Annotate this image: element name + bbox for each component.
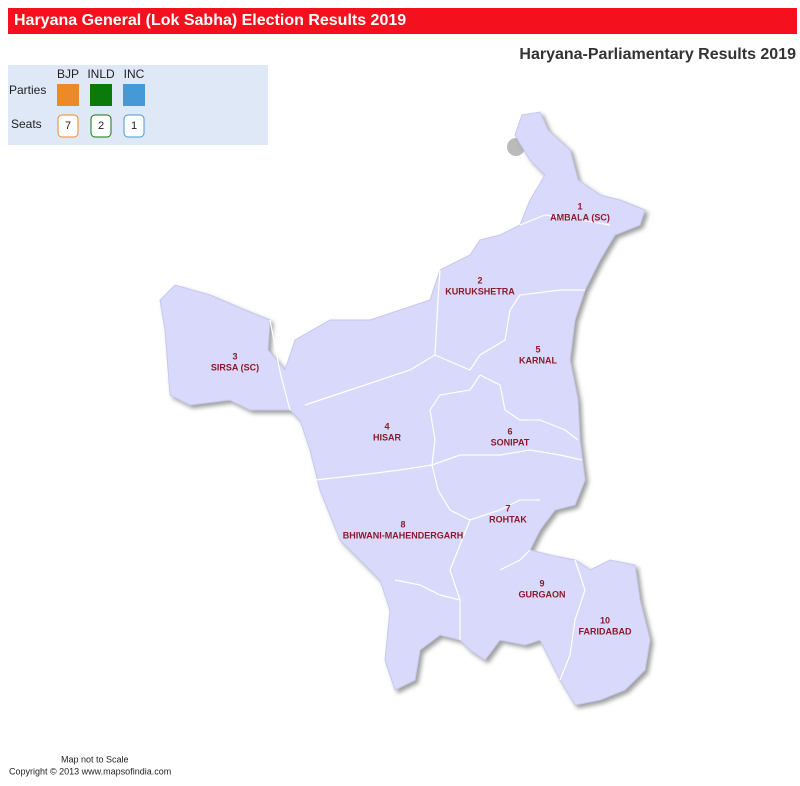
party-name: BJP <box>57 67 79 81</box>
boundary <box>519 214 611 226</box>
constituency-number: 10 <box>600 615 610 625</box>
constituency-name: GURGAON <box>519 589 566 599</box>
constituency-name: KURUKSHETRA <box>445 286 515 296</box>
legend: BJP 7 INLD 2 INC 1 <box>57 67 145 138</box>
subtitle: Haryana-Parliamentary Results 2019 <box>519 46 796 63</box>
party-swatch <box>57 84 79 106</box>
seat-box <box>123 114 145 138</box>
boundary <box>394 579 461 601</box>
constituency-number: 7 <box>505 503 510 513</box>
constituency-number: 4 <box>384 421 389 431</box>
constituency-number: 2 <box>477 275 482 285</box>
constituency-number: 3 <box>232 351 237 361</box>
constituency-name: ROHTAK <box>489 514 527 524</box>
boundary <box>269 319 291 411</box>
party-name: INC <box>124 67 145 81</box>
constituency-number: 5 <box>535 344 540 354</box>
boundary <box>314 464 433 481</box>
constituency-name: BHIWANI-MAHENDERGARH <box>343 530 464 540</box>
seat-count: 1 <box>131 120 137 132</box>
boundary <box>434 269 585 371</box>
party-swatch <box>90 84 112 106</box>
seat-box <box>57 114 79 138</box>
boundary <box>431 449 583 466</box>
copyright: Copyright © 2013 www.mapsofindia.com <box>9 766 171 776</box>
constituency-name: HISAR <box>373 432 402 442</box>
boundary <box>479 374 579 441</box>
seat-box <box>90 114 112 138</box>
boundary <box>499 549 531 571</box>
party-name: INLD <box>87 67 115 81</box>
constituency-name: AMBALA (SC) <box>550 212 610 222</box>
boundaries <box>269 214 611 681</box>
constituency-number: 6 <box>507 426 512 436</box>
legend-row-label: Seats <box>11 117 42 131</box>
state-outline <box>159 111 651 706</box>
header-bar <box>8 8 797 34</box>
constituency-name: SONIPAT <box>491 437 530 447</box>
boundary <box>304 354 436 406</box>
constituency-number: 8 <box>400 519 405 529</box>
constituency-number: 9 <box>539 578 544 588</box>
constituency-name: FARIDABAD <box>579 626 632 636</box>
constituency-name: SIRSA (SC) <box>211 362 259 372</box>
constituency-number: 1 <box>577 201 582 211</box>
boundary <box>559 559 586 681</box>
title: Haryana General (Lok Sabha) Election Res… <box>14 12 406 29</box>
seat-count: 2 <box>98 120 104 132</box>
legend-row-label: Parties <box>9 83 46 97</box>
seat-count: 7 <box>65 120 71 132</box>
map-note: Map not to Scale <box>61 754 129 764</box>
party-swatch <box>123 84 145 106</box>
boundary <box>469 499 540 521</box>
constituency-name: KARNAL <box>519 355 557 365</box>
